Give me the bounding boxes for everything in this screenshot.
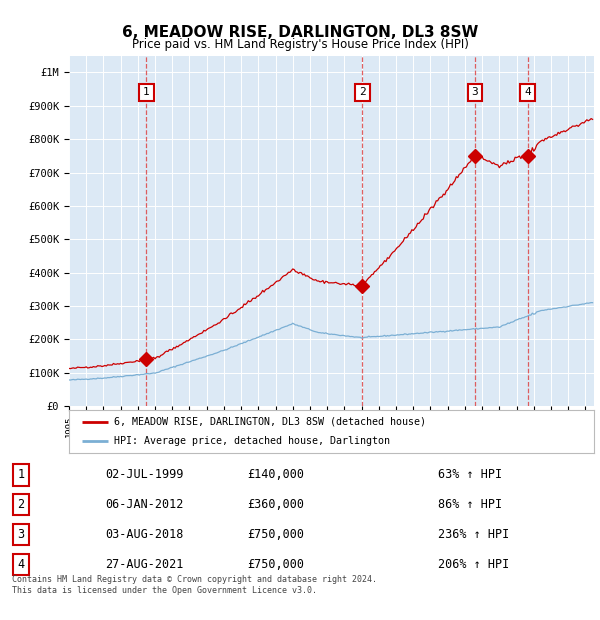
- Text: £360,000: £360,000: [248, 498, 305, 511]
- Text: 236% ↑ HPI: 236% ↑ HPI: [438, 528, 509, 541]
- Text: Price paid vs. HM Land Registry's House Price Index (HPI): Price paid vs. HM Land Registry's House …: [131, 38, 469, 51]
- Text: 1: 1: [143, 87, 150, 97]
- Text: 4: 4: [524, 87, 531, 97]
- Text: 206% ↑ HPI: 206% ↑ HPI: [438, 558, 509, 570]
- Text: 63% ↑ HPI: 63% ↑ HPI: [438, 469, 502, 481]
- Text: 06-JAN-2012: 06-JAN-2012: [105, 498, 184, 511]
- Text: 6, MEADOW RISE, DARLINGTON, DL3 8SW: 6, MEADOW RISE, DARLINGTON, DL3 8SW: [122, 25, 478, 40]
- Text: 03-AUG-2018: 03-AUG-2018: [105, 528, 184, 541]
- Text: 86% ↑ HPI: 86% ↑ HPI: [438, 498, 502, 511]
- Text: 1: 1: [17, 469, 25, 481]
- Text: Contains HM Land Registry data © Crown copyright and database right 2024.: Contains HM Land Registry data © Crown c…: [12, 575, 377, 584]
- Text: This data is licensed under the Open Government Licence v3.0.: This data is licensed under the Open Gov…: [12, 586, 317, 595]
- Text: 2: 2: [17, 498, 25, 511]
- Text: 2: 2: [359, 87, 365, 97]
- Text: £750,000: £750,000: [248, 558, 305, 570]
- Text: 27-AUG-2021: 27-AUG-2021: [105, 558, 184, 570]
- Text: £750,000: £750,000: [248, 528, 305, 541]
- Text: 4: 4: [17, 558, 25, 570]
- Text: 3: 3: [17, 528, 25, 541]
- Text: £140,000: £140,000: [248, 469, 305, 481]
- Text: 3: 3: [472, 87, 478, 97]
- Text: HPI: Average price, detached house, Darlington: HPI: Average price, detached house, Darl…: [113, 436, 389, 446]
- Text: 6, MEADOW RISE, DARLINGTON, DL3 8SW (detached house): 6, MEADOW RISE, DARLINGTON, DL3 8SW (det…: [113, 417, 425, 427]
- Text: 02-JUL-1999: 02-JUL-1999: [105, 469, 184, 481]
